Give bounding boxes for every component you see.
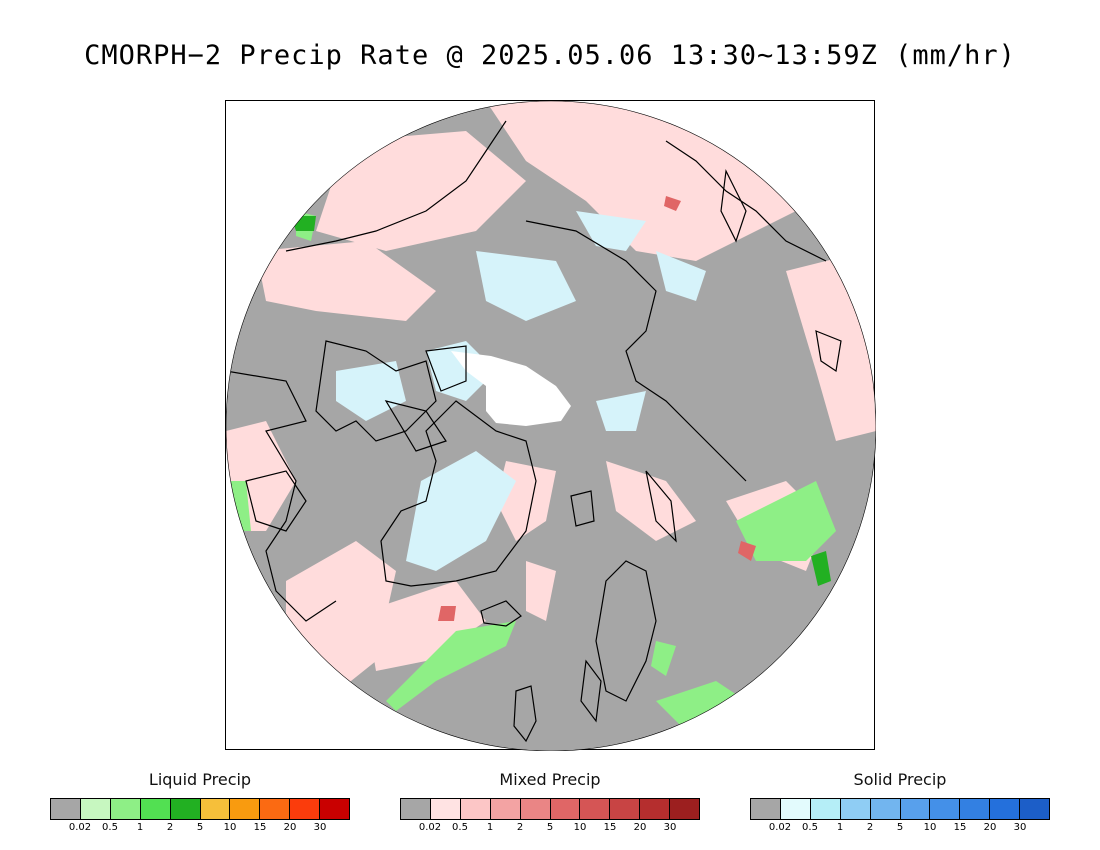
legend-liquid-swatch (230, 799, 261, 819)
legend-solid-ticks: 0.02 0.5 1 2 5 10 15 20 30 (750, 822, 1050, 836)
legend-solid-tick-label: 2 (866, 822, 874, 833)
hudson-bay-coast (245, 470, 307, 532)
legend-solid-swatch (900, 799, 931, 819)
north-america-coast (226, 370, 337, 622)
polar-precip-map (226, 101, 876, 751)
legend-liquid-tick-label: 0.5 (102, 822, 118, 833)
legend-liquid: Liquid Precip 0.02 0.5 1 2 5 10 15 20 30 (50, 770, 350, 836)
legend-solid: Solid Precip 0.02 0.5 1 2 5 10 15 20 30 (750, 770, 1050, 836)
legend-mixed-swatch (610, 799, 641, 819)
solid-precip-areas (336, 211, 706, 571)
chart-title: CMORPH−2 Precip Rate @ 2025.05.06 13:30~… (84, 40, 1016, 71)
legend-solid-swatch (960, 799, 991, 819)
legend-mixed-swatch (490, 799, 521, 819)
legend-solid-tick-label: 15 (953, 822, 967, 833)
legend-mixed-swatch (460, 799, 491, 819)
legend-solid-swatch (1020, 799, 1050, 819)
legend-mixed-tick-label: 2 (516, 822, 524, 833)
legend-liquid-swatch (80, 799, 111, 819)
legend-liquid-swatch (110, 799, 141, 819)
iceland-coast (480, 600, 522, 627)
legend-liquid-tick-label: 0.02 (68, 822, 92, 833)
legend-mixed-swatch (580, 799, 611, 819)
legend-solid-swatch (990, 799, 1021, 819)
liquid-precip-areas (226, 211, 836, 731)
legend-mixed: Mixed Precip 0.02 0.5 1 2 5 10 15 20 30 (400, 770, 700, 836)
legend-mixed-swatch (401, 799, 431, 819)
legend-solid-tick-label: 0.02 (768, 822, 792, 833)
legend-mixed-tick-label: 0.5 (452, 822, 468, 833)
no-data-polar-cap (451, 351, 571, 426)
legend-mixed-swatch (520, 799, 551, 819)
legend-liquid-swatch (320, 799, 350, 819)
legend-liquid-swatch (140, 799, 171, 819)
legend-mixed-tick-label: 20 (633, 822, 647, 833)
legend-mixed-tick-label: 10 (573, 822, 587, 833)
legend-solid-tick-label: 20 (983, 822, 997, 833)
legend-liquid-swatch (290, 799, 321, 819)
legend-mixed-ticks: 0.02 0.5 1 2 5 10 15 20 30 (400, 822, 700, 836)
legend-mixed-tick-label: 30 (663, 822, 677, 833)
legend-liquid-tick-label: 15 (253, 822, 267, 833)
legend-solid-tick-label: 5 (896, 822, 904, 833)
legend-solid-tick-label: 1 (836, 822, 844, 833)
legend-liquid-tick-label: 10 (223, 822, 237, 833)
map-panel (225, 100, 876, 751)
legend-mixed-swatch (550, 799, 581, 819)
alaska-coast (285, 120, 507, 252)
legend-mixed-tick-label: 5 (546, 822, 554, 833)
legend-mixed-swatch (670, 799, 700, 819)
legend-solid-tick-label: 10 (923, 822, 937, 833)
legend-liquid-tick-label: 30 (313, 822, 327, 833)
canadian-archipelago-coast (315, 340, 437, 442)
legend-solid-swatch (780, 799, 811, 819)
legend-mixed-swatch (430, 799, 461, 819)
legend-solid-tick-label: 30 (1013, 822, 1027, 833)
legend-solid-tick-label: 0.5 (802, 822, 818, 833)
scandinavia-coast (595, 560, 657, 702)
legend-liquid-colorbar (50, 798, 350, 820)
legend-liquid-swatch (51, 799, 81, 819)
legend-mixed-tick-label: 15 (603, 822, 617, 833)
legend-mixed-tick-label: 1 (486, 822, 494, 833)
legend-liquid-ticks: 0.02 0.5 1 2 5 10 15 20 30 (50, 822, 350, 836)
legend-liquid-title: Liquid Precip (148, 770, 252, 789)
legend-liquid-swatch (170, 799, 201, 819)
legend-solid-swatch (930, 799, 961, 819)
legend-liquid-tick-label: 5 (196, 822, 204, 833)
coastlines (226, 120, 842, 743)
legend-mixed-tick-label: 0.02 (418, 822, 442, 833)
british-isles-coast (513, 685, 537, 743)
legend-liquid-tick-label: 20 (283, 822, 297, 833)
siberia-coast (525, 220, 747, 482)
legend-solid-swatch (840, 799, 871, 819)
legend-liquid-swatch (200, 799, 231, 819)
legend-mixed-colorbar (400, 798, 700, 820)
legend-liquid-tick-label: 2 (166, 822, 174, 833)
legend-solid-title: Solid Precip (853, 770, 947, 789)
legend-solid-swatch (870, 799, 901, 819)
legend-mixed-swatch (640, 799, 671, 819)
mixed-precip-heavy (438, 196, 756, 621)
legend-solid-colorbar (750, 798, 1050, 820)
legend-mixed-title: Mixed Precip (499, 770, 601, 789)
greenland-coast (380, 400, 537, 587)
legend-liquid-swatch (260, 799, 291, 819)
legend-solid-swatch (810, 799, 841, 819)
legend-solid-swatch (751, 799, 781, 819)
legend-liquid-tick-label: 1 (136, 822, 144, 833)
